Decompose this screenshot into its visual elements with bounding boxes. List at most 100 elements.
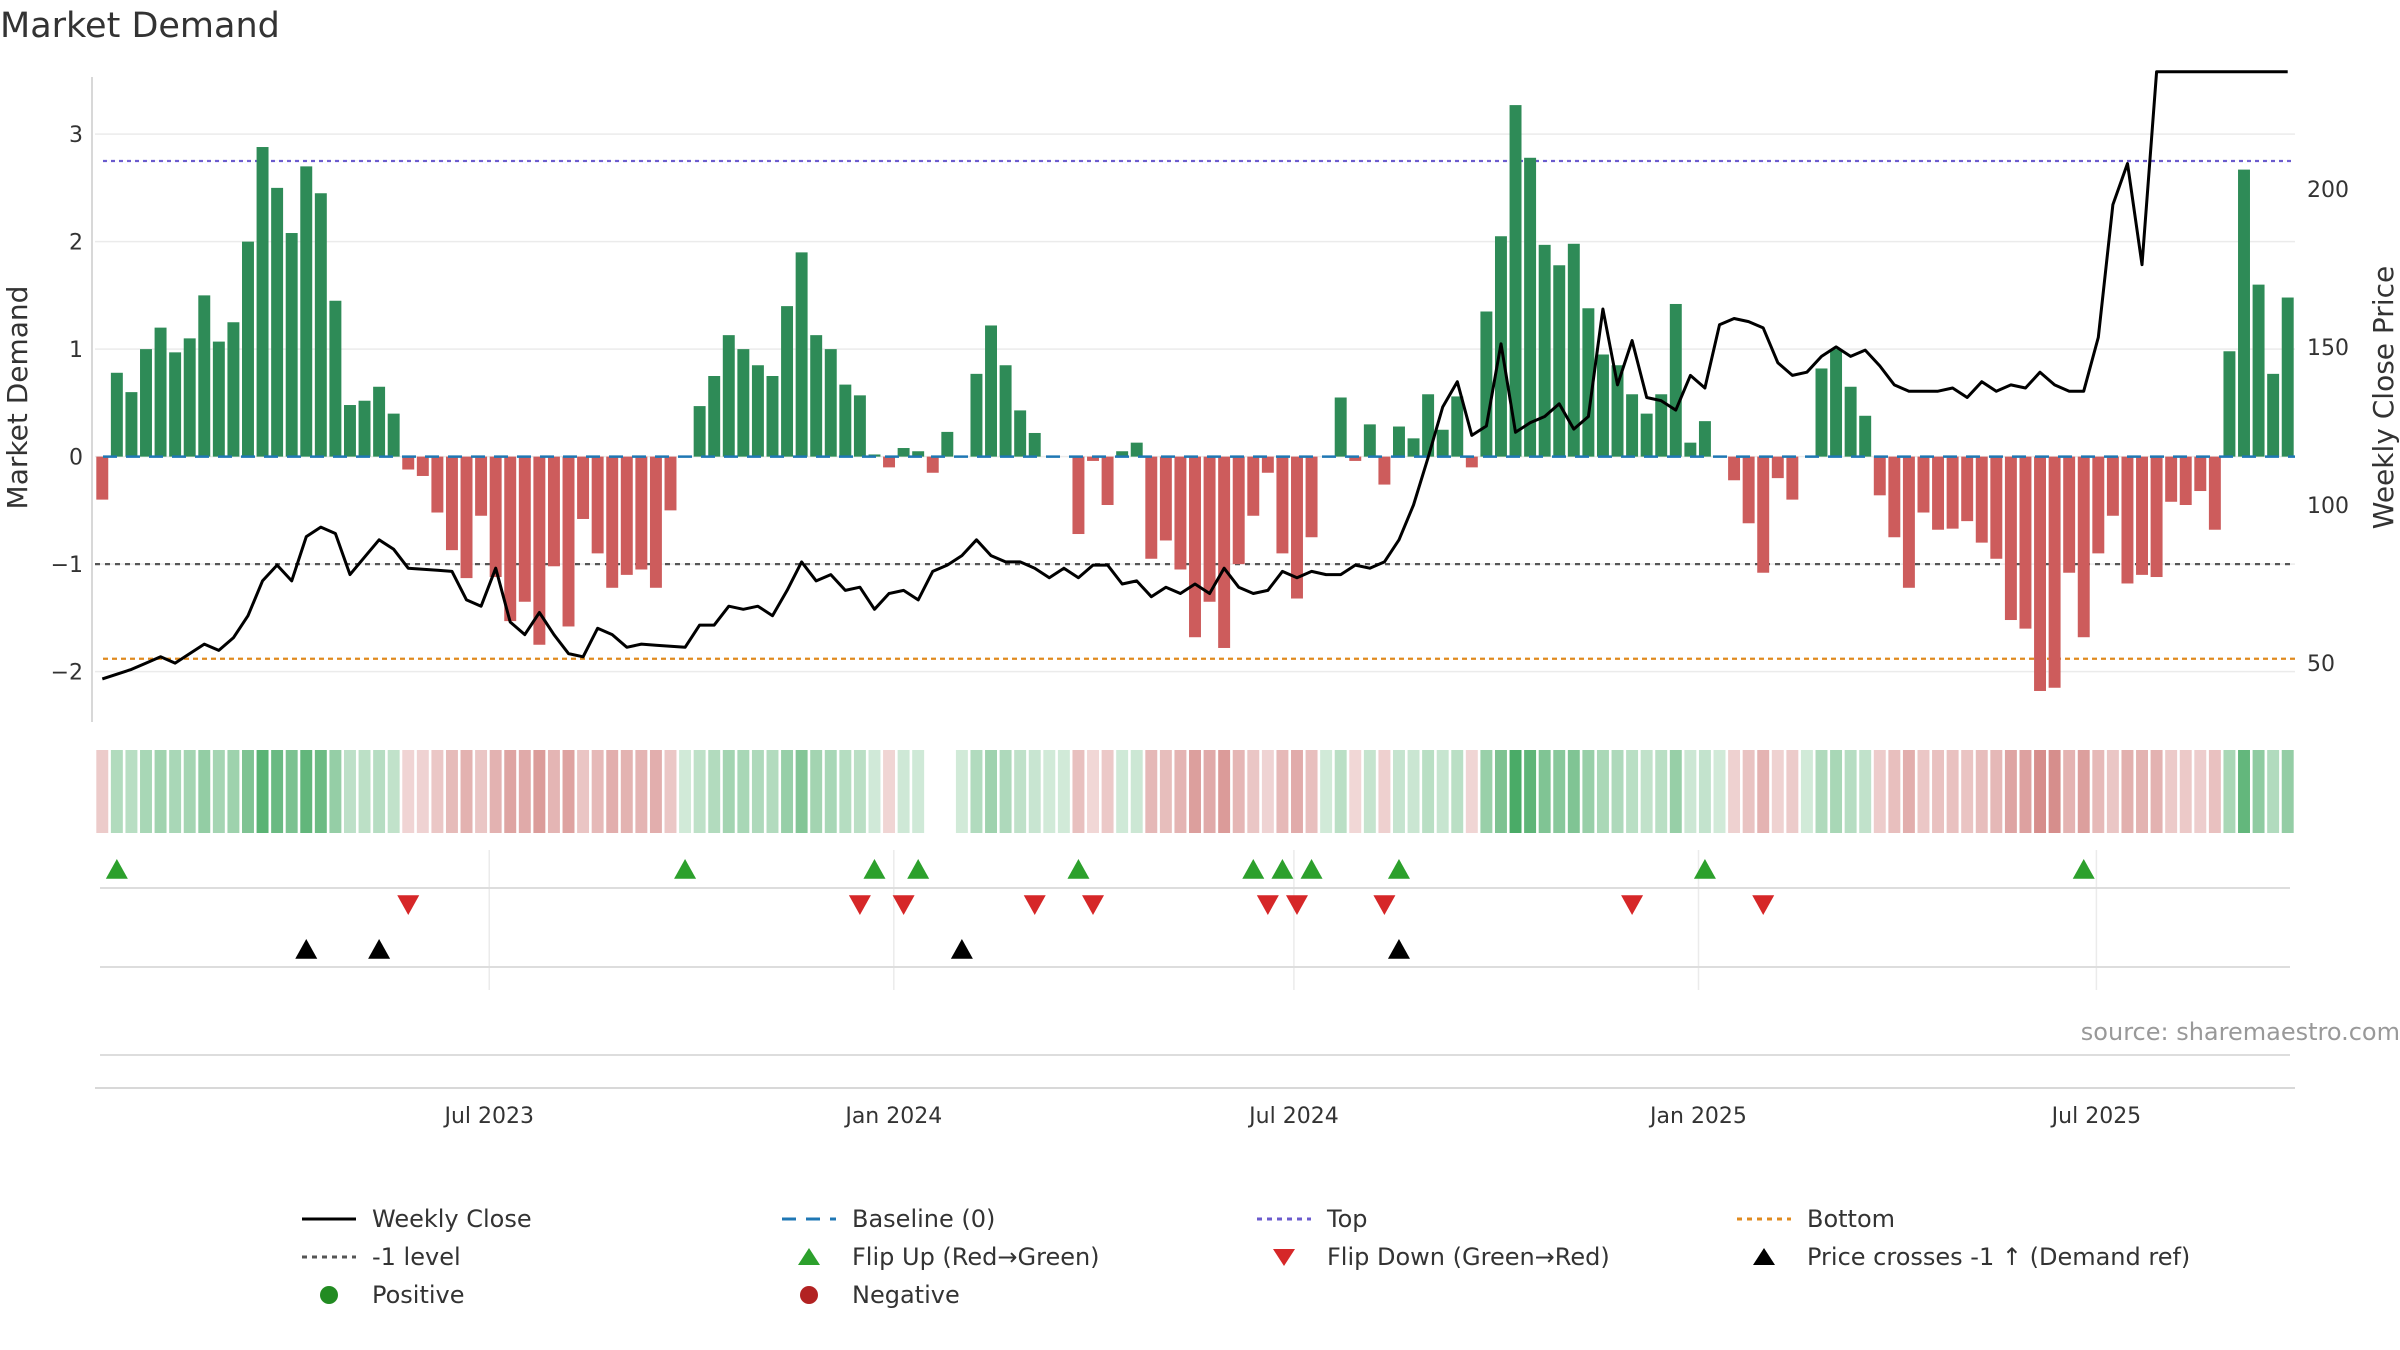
demand-bar xyxy=(1655,394,1668,457)
demand-bar xyxy=(431,456,444,513)
legend-label: Top xyxy=(1327,1205,1368,1233)
demand-bar xyxy=(591,456,604,554)
strip-cell xyxy=(2194,750,2207,833)
strip-cell xyxy=(154,750,167,833)
legend-label: Negative xyxy=(852,1281,960,1309)
strip-cell xyxy=(635,750,648,833)
strip-cell xyxy=(970,750,983,833)
demand-bar xyxy=(2034,456,2047,691)
strip-cell xyxy=(1145,750,1158,833)
demand-bar xyxy=(2179,456,2192,505)
demand-bar xyxy=(2048,456,2061,688)
strip-cell xyxy=(1961,750,1974,833)
demand-bar xyxy=(1393,426,1405,457)
strip-cell xyxy=(912,750,925,833)
dotted-line-icon xyxy=(1735,1207,1793,1231)
x-tick-label: Jul 2025 xyxy=(2050,1104,2142,1129)
strip-cell xyxy=(620,750,633,833)
demand-bar xyxy=(475,456,488,516)
demand-bar xyxy=(2121,456,2134,584)
strip-cell xyxy=(1101,750,1114,833)
demand-bar xyxy=(1436,429,1449,457)
strip-cell xyxy=(2092,750,2105,833)
strip-cell xyxy=(1203,750,1216,833)
demand-bar xyxy=(110,372,123,457)
strip-cell xyxy=(1990,750,2003,833)
demand-bar xyxy=(518,456,531,602)
strip-cell xyxy=(1407,750,1420,833)
demand-bar xyxy=(1072,456,1085,535)
strip-cell xyxy=(431,750,444,833)
demand-bar xyxy=(2063,456,2076,573)
demand-bar xyxy=(489,456,502,578)
demand-bar xyxy=(2281,297,2294,457)
strip-cell xyxy=(1917,750,1930,833)
demand-bar xyxy=(1990,456,2003,559)
demand-bar xyxy=(373,386,386,457)
y-tick-label: 0 xyxy=(69,446,83,471)
strip-cell xyxy=(1684,750,1697,833)
strip-cell xyxy=(1072,750,1085,833)
strip-cell xyxy=(1218,750,1231,833)
strip-cell xyxy=(1028,750,1041,833)
circle-icon xyxy=(780,1283,838,1307)
strip-cell xyxy=(1713,750,1726,833)
demand-bar xyxy=(1087,456,1099,461)
strip-cell xyxy=(1669,750,1682,833)
legend-item-positive: Positive xyxy=(300,1281,465,1309)
demand-bar xyxy=(1247,456,1260,516)
price-cross-marker xyxy=(1387,939,1410,959)
strip-cell xyxy=(781,750,794,833)
demand-bar xyxy=(1378,456,1391,485)
demand-bar xyxy=(169,352,182,457)
demand-bar xyxy=(1567,243,1580,457)
strip-cell xyxy=(285,750,298,833)
x-tick-label: Jul 2023 xyxy=(442,1104,534,1129)
legend-item-price-cross: Price crosses -1 ↑ (Demand ref) xyxy=(1735,1243,2190,1271)
demand-bar xyxy=(1232,456,1245,565)
demand-bar xyxy=(1538,244,1551,457)
strip-cell xyxy=(96,750,109,833)
strip-cell xyxy=(2252,750,2265,833)
strip-cell xyxy=(1655,750,1668,833)
demand-bar xyxy=(1189,456,1201,638)
strip-cell xyxy=(1043,750,1056,833)
strip-cell xyxy=(1261,750,1274,833)
strip-cell xyxy=(1932,750,1945,833)
strip-cell xyxy=(1830,750,1843,833)
strip-cell xyxy=(1757,750,1770,833)
demand-bar xyxy=(1159,456,1172,541)
dashed-line-icon xyxy=(780,1207,838,1231)
flip-up-marker xyxy=(1387,859,1410,879)
strip-cell xyxy=(1596,750,1609,833)
demand-bar xyxy=(242,241,254,457)
demand-bar xyxy=(183,338,196,457)
flip-up-marker xyxy=(105,859,128,879)
solid-line-icon xyxy=(300,1207,358,1231)
strip-cell xyxy=(1465,750,1478,833)
strip-cell xyxy=(1975,750,1988,833)
y-tick-label: 3 xyxy=(69,123,83,148)
legend-item-baseline: Baseline (0) xyxy=(780,1205,995,1233)
y2-tick-label: 200 xyxy=(2307,178,2349,203)
strip-cell xyxy=(1116,750,1129,833)
demand-bar xyxy=(999,365,1012,457)
demand-bar xyxy=(2165,456,2178,502)
demand-heat-strip xyxy=(96,750,2294,833)
strip-cell xyxy=(1844,750,1857,833)
strip-cell xyxy=(1247,750,1260,833)
triangle-up-icon xyxy=(1735,1245,1793,1269)
legend-label: Flip Up (Red→Green) xyxy=(852,1243,1100,1271)
strip-cell xyxy=(1698,750,1711,833)
strip-cell xyxy=(1567,750,1580,833)
strip-cell xyxy=(169,750,182,833)
strip-cell xyxy=(2121,750,2134,833)
demand-bar xyxy=(1626,394,1639,457)
demand-bar xyxy=(96,456,109,500)
demand-bar xyxy=(1844,386,1857,457)
demand-bar xyxy=(2267,373,2280,457)
flip-down-marker xyxy=(1082,895,1105,915)
strip-cell xyxy=(868,750,881,833)
strip-cell xyxy=(1189,750,1201,833)
